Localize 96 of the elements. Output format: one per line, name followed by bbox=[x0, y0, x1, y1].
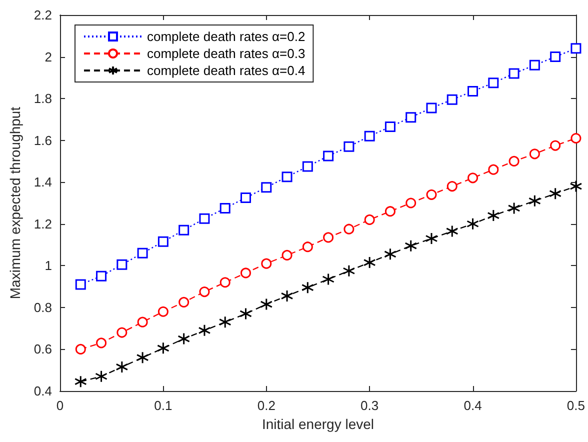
point bbox=[137, 248, 148, 258]
y-tick-label: 1 bbox=[44, 258, 52, 274]
legend-label: complete death rates α=0.4 bbox=[147, 63, 306, 78]
point bbox=[282, 250, 292, 260]
y-tick-label: 0.6 bbox=[34, 342, 52, 357]
y-tick-label: 2.2 bbox=[34, 8, 52, 22]
x-tick-label: 0.5 bbox=[566, 398, 586, 413]
point bbox=[75, 344, 86, 354]
point bbox=[487, 209, 500, 222]
point bbox=[426, 102, 437, 114]
point bbox=[156, 342, 170, 354]
point bbox=[528, 194, 541, 208]
point bbox=[301, 281, 314, 294]
point bbox=[342, 264, 356, 278]
point bbox=[466, 218, 480, 230]
point bbox=[529, 60, 540, 70]
x-tick-label: 0.4 bbox=[464, 398, 482, 413]
point bbox=[344, 141, 354, 152]
point bbox=[75, 279, 86, 290]
point bbox=[323, 150, 334, 162]
y-axis-title: Maximum expected throughput bbox=[7, 106, 23, 300]
point bbox=[323, 232, 334, 243]
y-tick-label: 0.8 bbox=[34, 300, 52, 315]
point bbox=[261, 182, 272, 193]
point bbox=[198, 324, 211, 337]
x-tick-label: 0.3 bbox=[360, 398, 379, 413]
point bbox=[426, 189, 437, 200]
point bbox=[178, 224, 190, 236]
point bbox=[344, 224, 354, 234]
point bbox=[199, 286, 210, 298]
x-tick-label: 0.1 bbox=[154, 398, 172, 413]
x-axis-title: Initial energy level bbox=[262, 416, 374, 432]
point bbox=[550, 140, 561, 151]
point bbox=[136, 351, 149, 364]
point bbox=[468, 172, 478, 184]
point bbox=[116, 327, 128, 338]
point bbox=[529, 148, 540, 160]
point bbox=[446, 94, 458, 105]
point bbox=[280, 290, 294, 302]
point bbox=[488, 164, 499, 175]
point bbox=[95, 370, 108, 383]
point bbox=[322, 272, 335, 286]
point bbox=[302, 242, 313, 252]
point bbox=[220, 202, 230, 214]
point bbox=[74, 375, 87, 388]
y-tick-label: 0.4 bbox=[34, 384, 52, 398]
point bbox=[137, 316, 148, 328]
y-tick-label: 1.6 bbox=[34, 132, 52, 148]
point bbox=[220, 277, 230, 288]
point bbox=[446, 224, 458, 238]
x-tick-label: 0 bbox=[56, 398, 64, 413]
point bbox=[158, 236, 168, 247]
point bbox=[199, 213, 210, 224]
point bbox=[364, 130, 375, 142]
point bbox=[384, 206, 396, 217]
point bbox=[508, 68, 520, 79]
point bbox=[446, 181, 458, 192]
point bbox=[116, 259, 128, 270]
point bbox=[406, 112, 416, 123]
point bbox=[508, 156, 520, 166]
point bbox=[570, 132, 582, 144]
point bbox=[178, 332, 190, 346]
point bbox=[404, 240, 418, 252]
point bbox=[550, 52, 561, 62]
y-tick-label: 1.8 bbox=[34, 91, 52, 106]
point bbox=[384, 122, 396, 132]
point bbox=[261, 258, 272, 269]
point bbox=[240, 268, 251, 278]
point bbox=[96, 270, 107, 282]
point bbox=[158, 306, 168, 317]
point bbox=[570, 180, 582, 193]
point bbox=[384, 248, 396, 260]
point bbox=[178, 296, 190, 308]
point bbox=[239, 307, 252, 320]
legend-label: complete death rates α=0.2 bbox=[147, 29, 306, 44]
point bbox=[282, 172, 292, 182]
point bbox=[116, 360, 128, 374]
y-tick-label: 2 bbox=[44, 49, 52, 64]
point bbox=[260, 298, 273, 311]
point bbox=[363, 256, 376, 269]
point bbox=[508, 202, 520, 214]
point bbox=[406, 198, 416, 208]
y-tick-label: 1.4 bbox=[34, 174, 52, 190]
y-tick-label: 1.2 bbox=[34, 216, 52, 232]
point bbox=[549, 187, 562, 200]
point bbox=[240, 192, 251, 204]
point bbox=[425, 232, 438, 245]
point bbox=[96, 338, 107, 348]
x-tick-label: 0.2 bbox=[257, 398, 276, 413]
point bbox=[364, 214, 375, 225]
point bbox=[218, 316, 232, 328]
point bbox=[488, 78, 499, 88]
point bbox=[302, 161, 313, 172]
point bbox=[468, 86, 478, 96]
point bbox=[570, 43, 582, 54]
legend-label: complete death rates α=0.3 bbox=[147, 46, 306, 61]
